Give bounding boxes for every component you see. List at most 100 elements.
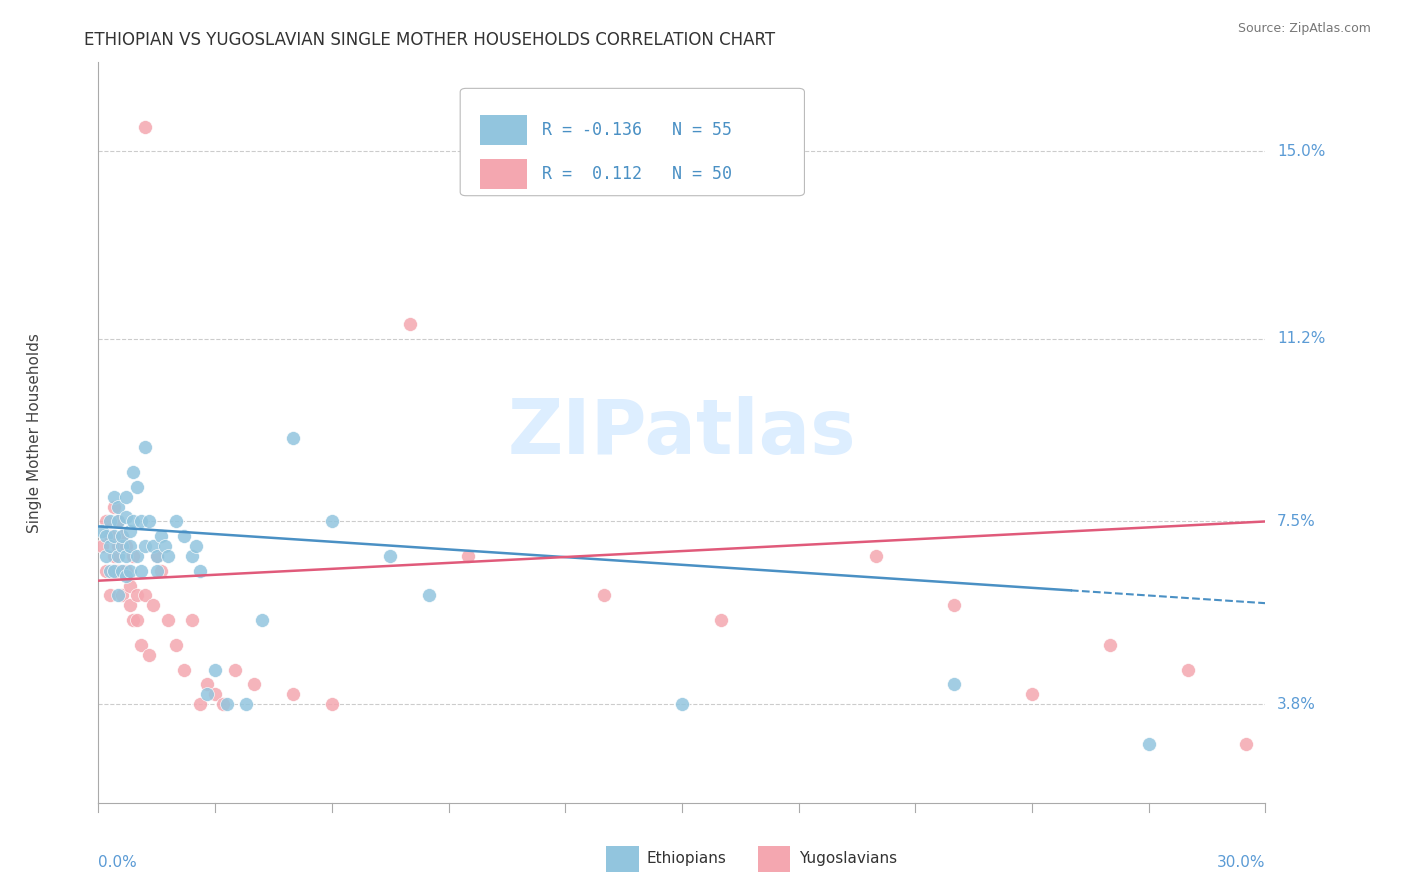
Point (173, 663, 195, 677)
Point (321, 515, 343, 529)
Point (96, 564, 118, 578)
Point (134, 441, 156, 455)
Point (134, 589, 156, 603)
Point (243, 677, 266, 691)
Point (122, 549, 145, 563)
Point (98, 515, 121, 529)
Point (180, 549, 202, 563)
Point (593, 589, 616, 603)
Bar (479, 159, 527, 189)
Point (710, 613, 733, 627)
Point (149, 564, 172, 578)
Point (250, 613, 273, 627)
Point (157, 613, 180, 627)
Point (943, 599, 966, 613)
Text: 7.5%: 7.5% (1277, 514, 1316, 529)
Point (114, 490, 136, 504)
Point (122, 515, 145, 529)
Point (865, 549, 887, 563)
Point (1177, 663, 1199, 677)
Text: 0.0%: 0.0% (98, 855, 138, 870)
Point (91, 524, 114, 539)
Text: ZIPatlas: ZIPatlas (508, 396, 856, 469)
Point (118, 579, 141, 593)
Point (380, 549, 402, 563)
Point (107, 515, 129, 529)
Point (111, 539, 134, 553)
Point (134, 120, 156, 134)
Point (224, 663, 246, 677)
Point (96, 549, 118, 563)
Point (165, 515, 187, 529)
Point (188, 697, 211, 711)
Point (127, 549, 149, 563)
Point (96, 515, 118, 529)
Point (235, 697, 257, 711)
Point (1234, 737, 1257, 751)
Point (138, 648, 160, 662)
Point (98, 564, 121, 578)
Text: Yugoslavians: Yugoslavians (799, 851, 897, 866)
Text: 30.0%: 30.0% (1218, 855, 1265, 870)
Point (215, 697, 238, 711)
Point (129, 638, 152, 652)
Point (114, 539, 136, 553)
Point (111, 529, 134, 543)
Point (103, 564, 125, 578)
Text: ETHIOPIAN VS YUGOSLAVIAN SINGLE MOTHER HOUSEHOLDS CORRELATION CHART: ETHIOPIAN VS YUGOSLAVIAN SINGLE MOTHER H… (84, 31, 776, 49)
Point (188, 564, 211, 578)
Point (107, 515, 129, 529)
Point (111, 529, 134, 543)
Point (122, 613, 145, 627)
Point (142, 599, 165, 613)
Point (114, 509, 136, 524)
Point (146, 564, 169, 578)
Point (118, 539, 141, 553)
Text: R = -0.136   N = 55: R = -0.136 N = 55 (541, 121, 733, 139)
Point (103, 564, 125, 578)
Point (281, 687, 304, 701)
Point (107, 589, 129, 603)
FancyBboxPatch shape (460, 88, 804, 195)
Point (943, 677, 966, 691)
Point (165, 638, 187, 652)
Point (146, 549, 169, 563)
Point (138, 515, 160, 529)
Point (118, 564, 141, 578)
Point (184, 539, 207, 553)
Point (114, 564, 136, 578)
Point (195, 677, 218, 691)
Point (457, 549, 479, 563)
Point (321, 697, 343, 711)
Point (146, 549, 169, 563)
Point (1098, 638, 1121, 652)
Point (157, 549, 180, 563)
Point (134, 539, 156, 553)
Point (204, 663, 226, 677)
Point (204, 687, 226, 701)
Point (107, 564, 129, 578)
Point (127, 589, 149, 603)
Point (122, 465, 145, 479)
Point (149, 529, 172, 543)
Point (418, 589, 440, 603)
Point (153, 539, 176, 553)
Point (129, 564, 152, 578)
Point (127, 613, 149, 627)
Point (96, 529, 118, 543)
Bar (758, 846, 790, 871)
Bar (606, 846, 638, 871)
Point (107, 539, 129, 553)
Text: Source: ZipAtlas.com: Source: ZipAtlas.com (1237, 22, 1371, 36)
Point (91, 539, 114, 553)
Point (180, 613, 202, 627)
Point (398, 317, 420, 331)
Point (98, 539, 121, 553)
Point (111, 564, 134, 578)
Point (212, 697, 235, 711)
Point (671, 697, 693, 711)
Point (114, 568, 136, 582)
Text: 15.0%: 15.0% (1277, 144, 1326, 159)
Text: Ethiopians: Ethiopians (647, 851, 727, 866)
Point (111, 589, 134, 603)
